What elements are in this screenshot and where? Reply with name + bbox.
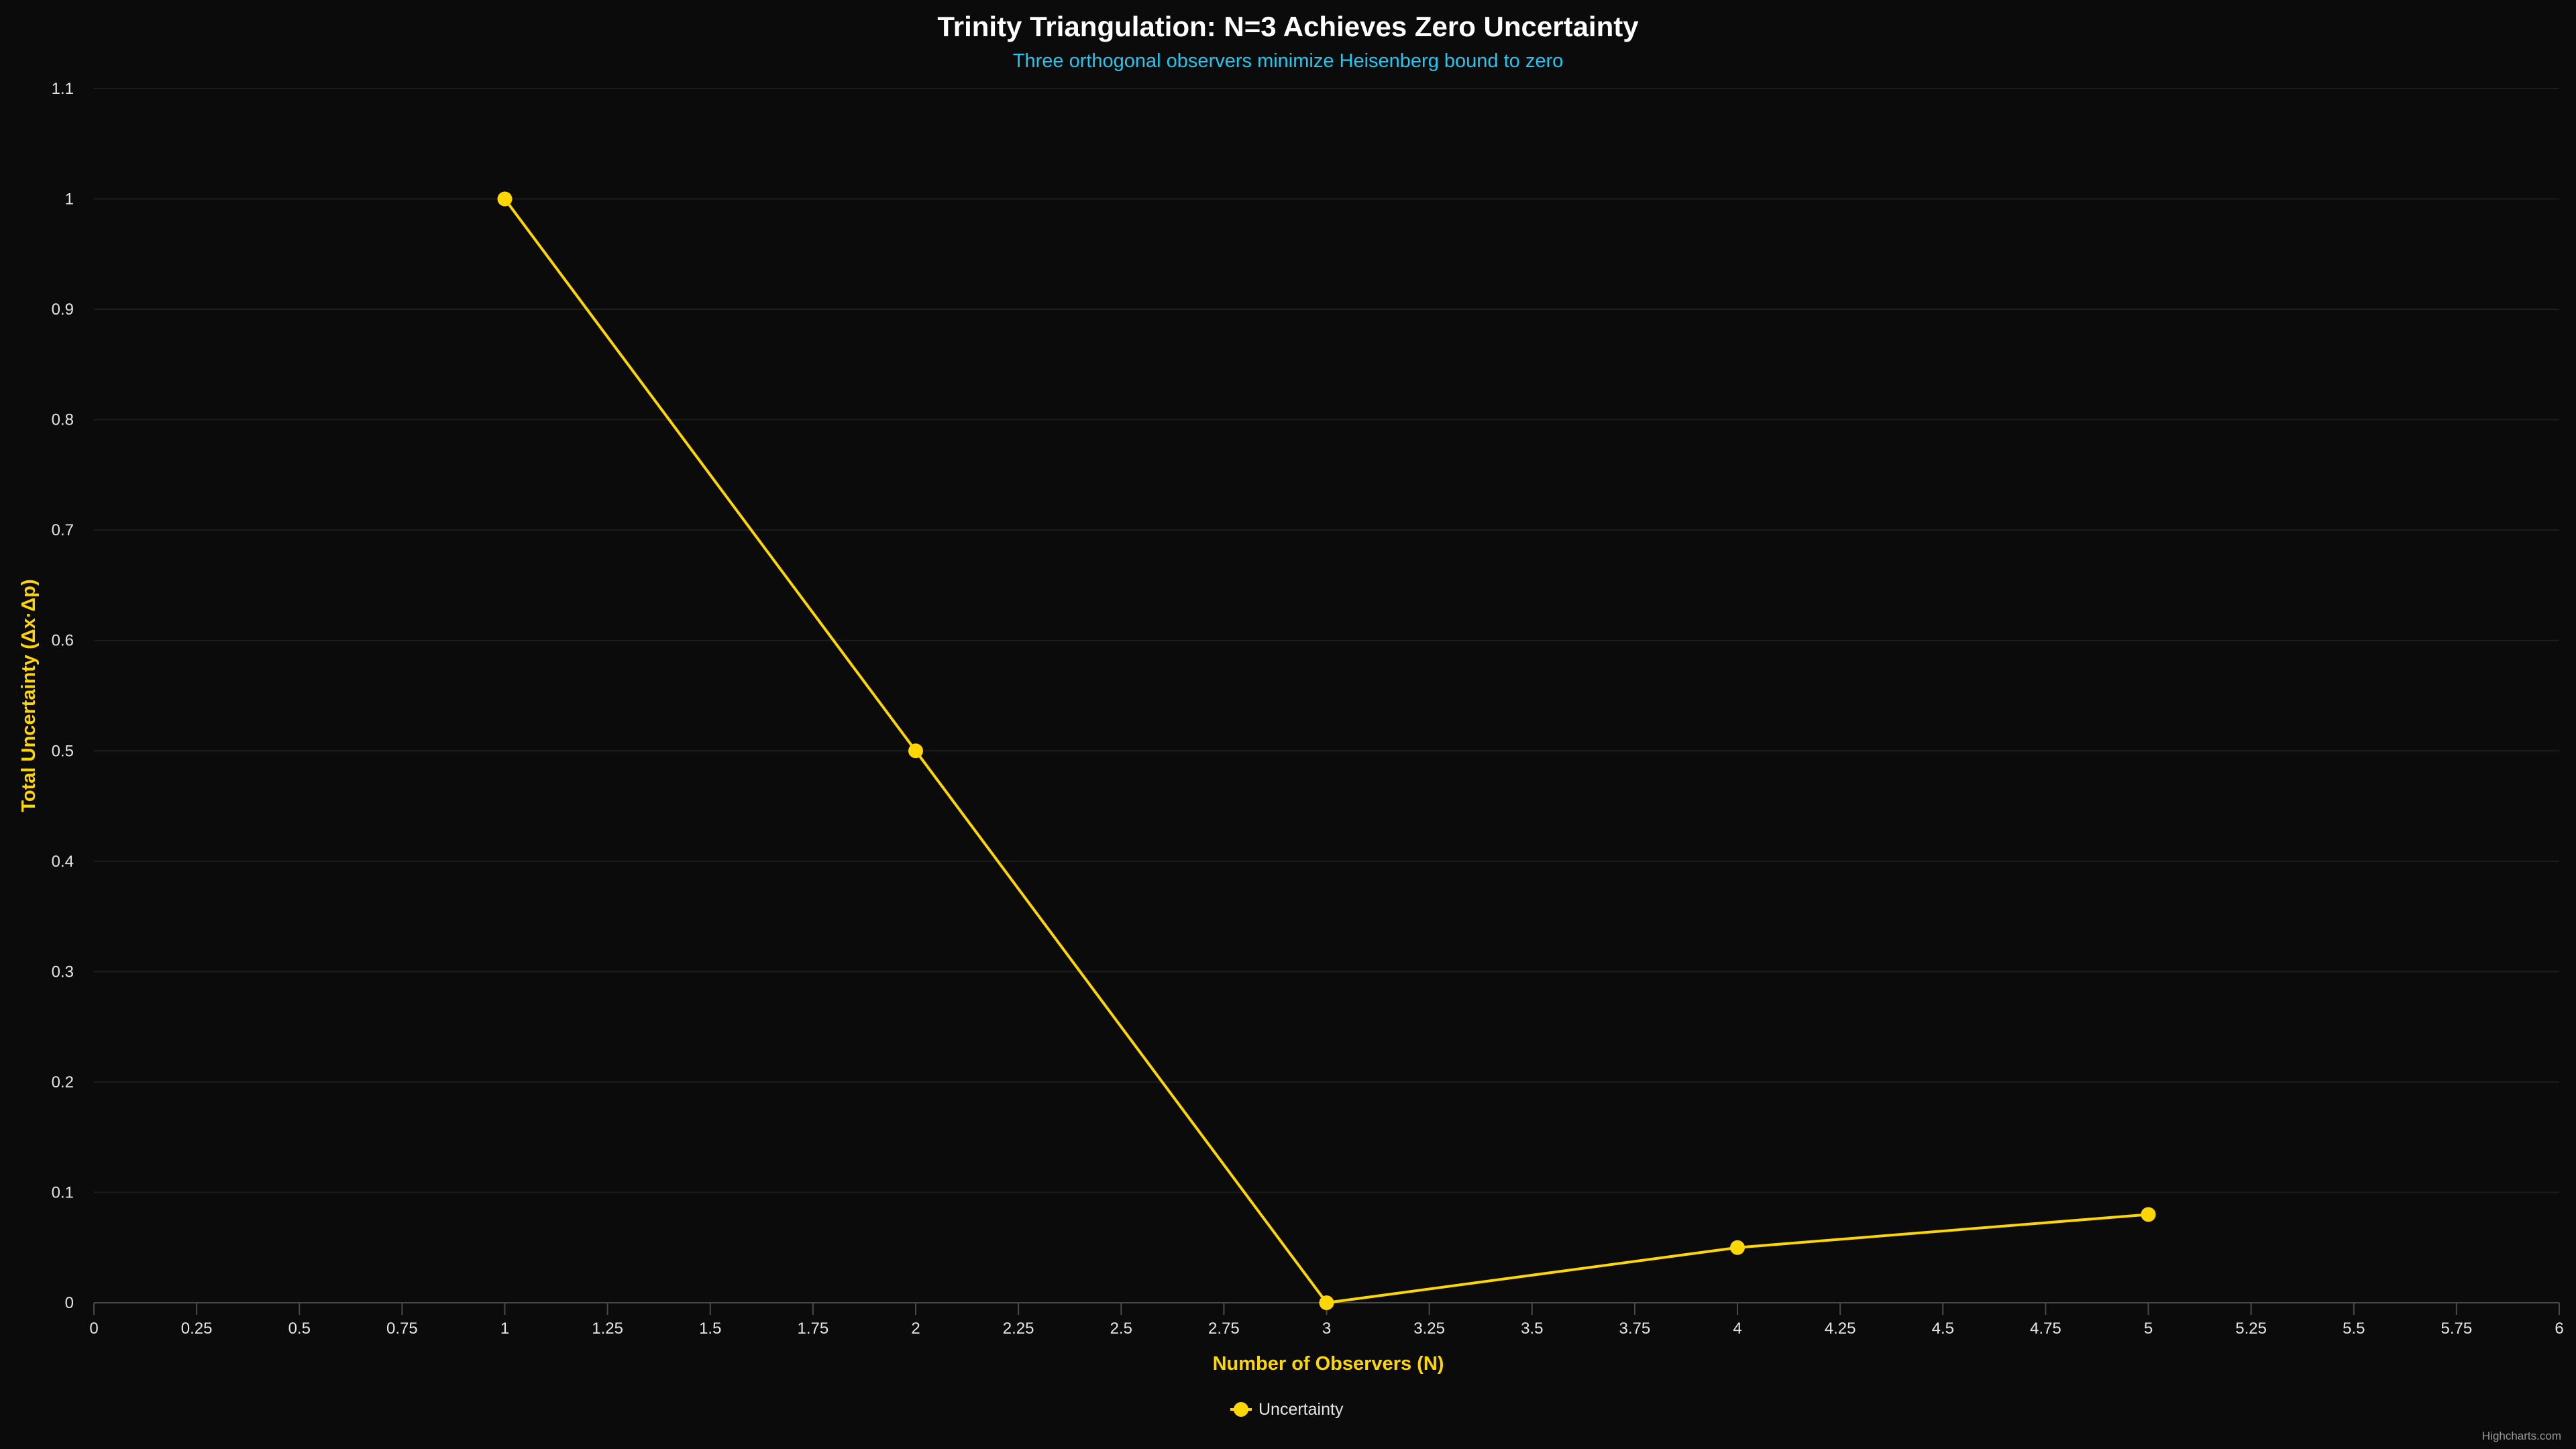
x-tick-label: 3.75 [1619, 1320, 1651, 1338]
y-tick-label: 0.1 [52, 1183, 74, 1201]
x-tick-label: 3 [1322, 1320, 1331, 1338]
x-tick-label: 0.25 [181, 1320, 213, 1338]
x-tick-label: 2.25 [1003, 1320, 1034, 1338]
x-tick-label: 1 [500, 1320, 509, 1338]
y-tick-label: 0.4 [52, 853, 74, 871]
data-point[interactable] [2141, 1207, 2156, 1222]
x-tick-label: 2 [911, 1320, 920, 1338]
x-tick-label: 5.25 [2235, 1320, 2267, 1338]
x-tick-label: 6 [2555, 1320, 2563, 1338]
data-point[interactable] [497, 191, 513, 207]
x-tick-label: 4.75 [2030, 1320, 2061, 1338]
x-tick-label: 2.75 [1208, 1320, 1240, 1338]
y-tick-label: 0.7 [52, 521, 74, 539]
x-tick-label: 4 [1733, 1320, 1741, 1338]
x-axis-title: Number of Observers (N) [1213, 1353, 1444, 1375]
x-tick-label: 1.75 [798, 1320, 829, 1338]
y-tick-label: 0.5 [52, 742, 74, 760]
legend-label-uncertainty[interactable]: Uncertainty [1258, 1400, 1344, 1419]
chart-subtitle: Three orthogonal observers minimize Heis… [1013, 50, 1564, 72]
legend-point-marker [1234, 1402, 1248, 1417]
data-point[interactable] [1319, 1295, 1334, 1310]
x-tick-label: 1.5 [699, 1320, 721, 1338]
x-tick-label: 5.75 [2441, 1320, 2473, 1338]
x-tick-label: 5 [2144, 1320, 2153, 1338]
y-tick-label: 0 [65, 1294, 74, 1312]
data-point[interactable] [908, 743, 923, 759]
y-tick-label: 0.6 [52, 632, 74, 650]
x-tick-label: 0.75 [386, 1320, 418, 1338]
x-tick-label: 1.25 [592, 1320, 623, 1338]
grid-lines [94, 88, 2559, 1193]
y-tick-label: 0.9 [52, 301, 74, 319]
y-tick-label: 1 [65, 191, 74, 209]
y-tick-label: 0.8 [52, 411, 74, 429]
y-axis: 0 0.1 0.2 0.3 0.4 0.5 0.6 0.7 0.8 0.9 1 1.1 [52, 80, 74, 1312]
data-point[interactable] [1730, 1240, 1745, 1255]
x-tick-label: 0.5 [288, 1320, 311, 1338]
legend[interactable]: Uncertainty [1230, 1400, 1344, 1419]
x-axis: 0 0.25 0.5 0.75 1 1.25 1.5 1.75 2 2.25 2.5 2.75 3 3.2… [89, 1302, 2564, 1338]
x-tick-label: 2.5 [1110, 1320, 1132, 1338]
y-tick-label: 0.2 [52, 1073, 74, 1091]
x-tick-label: 4.25 [1825, 1320, 1856, 1338]
y-axis-title: Total Uncertainty (Δx·Δp) [18, 579, 40, 812]
x-tick-label: 5.5 [2343, 1320, 2365, 1338]
series-uncertainty [497, 191, 2156, 1310]
x-tick-label: 3.25 [1413, 1320, 1445, 1338]
y-tick-label: 1.1 [52, 80, 74, 98]
credits-link[interactable]: Highcharts.com [2482, 1430, 2561, 1442]
y-tick-label: 0.3 [52, 963, 74, 981]
x-tick-label: 3.5 [1521, 1320, 1543, 1338]
x-tick-label: 0 [89, 1320, 98, 1338]
x-tick-label: 4.5 [1932, 1320, 1954, 1338]
chart-title: Trinity Triangulation: N=3 Achieves Zero… [937, 11, 1639, 42]
